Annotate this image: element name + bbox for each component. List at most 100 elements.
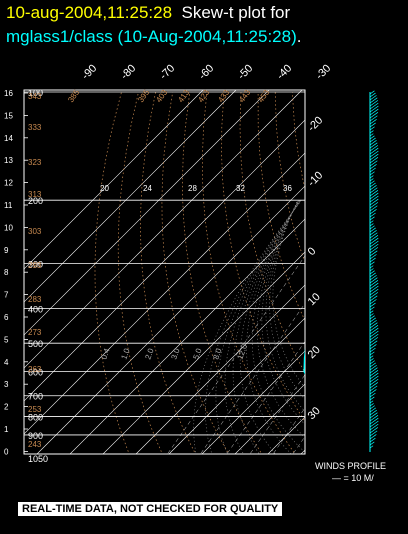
dry-adiabat-line [309,92,408,459]
wind-barb [369,407,377,413]
wind-barb [369,237,379,245]
wind-barb [369,280,379,287]
moist-adiabat-label: 1.0 [119,347,131,361]
pressure-tick-label: 900 [28,431,43,441]
wind-barb [369,367,378,374]
isotherm-line [362,90,408,459]
wind-barb [369,313,374,317]
dry-adiabat-label: 243 [28,440,42,449]
quality-notice: REAL-TIME DATA, NOT CHECKED FOR QUALITY [18,502,283,516]
mixing-ratio-line [292,436,305,454]
mixing-ratio-line [272,407,305,454]
dry-adiabat-line [395,92,408,459]
height-tick-label: 10 [4,223,13,232]
height-tick-label: 15 [4,111,13,120]
wind-barb [369,434,377,440]
dry-adiabat-line [326,92,408,459]
moist-adiabat-label: 3.0 [169,347,181,361]
wind-barb [369,137,376,143]
wind-barb [369,347,376,353]
dry-adiabat-line [182,91,263,454]
isotherm-line [102,251,305,454]
pressure-tick-label: 100 [28,88,43,98]
height-tick-label: 4 [4,358,9,367]
dry-adiabat-line [378,92,408,459]
wind-barb [369,261,375,266]
wind-barb [369,370,379,377]
wind-barb [369,178,374,182]
mixing-ratio-label: 36 [283,184,292,193]
temperature-right-label: 10 [306,291,323,308]
mixing-ratio-label: 20 [100,184,109,193]
wind-barb [369,145,379,152]
wind-barb [369,288,379,296]
temperature-top-label: -70 [158,62,178,82]
dry-adiabat-label: 293 [28,261,42,270]
wind-barb [369,364,377,371]
wind-barb [369,325,379,332]
wind-barb [369,282,379,290]
moist-adiabat-line [251,200,305,453]
mixing-ratio-label: 28 [188,184,197,193]
wind-barb [369,322,378,329]
wind-barb [369,427,379,434]
mixing-ratio-label: 24 [143,184,152,193]
wind-barb [369,212,376,218]
temperature-top-label: -90 [80,62,100,82]
wind-barb [369,310,374,314]
dry-adiabat-label: 323 [28,158,42,167]
wind-barb [369,142,378,149]
isotherm-line [24,90,237,303]
moist-adiabat-line [269,200,305,400]
isotherm-line [24,90,270,336]
dry-adiabat-label: 283 [28,295,42,304]
pressure-tick-label: 400 [28,304,43,314]
wind-barb [369,167,376,173]
height-tick-label: 16 [4,89,13,98]
wind-barb [369,180,375,185]
height-tick-label: 8 [4,268,9,277]
dry-adiabat-line [274,91,305,264]
wind-barb [369,235,379,242]
plot-title: 10-aug-2004,11:25:28 Skew-t plot for [6,3,290,23]
temperature-top-label: -30 [314,62,334,82]
wind-barb [369,327,379,335]
isotherm-line [168,317,305,454]
wind-barb [369,160,378,167]
dry-adiabat-line [140,91,196,454]
dry-adiabat-label: 313 [28,190,42,199]
isotherm-line [36,185,305,454]
temperature-top-label: -80 [119,62,139,82]
wind-barb [369,254,377,260]
height-tick-label: 1 [4,425,9,434]
moist-adiabat-label: 0.4 [99,347,111,361]
wind-barb [369,420,379,428]
wind-barb [369,257,376,263]
wind-barb [369,285,379,293]
wind-barb [369,333,379,341]
wind-barb [369,133,374,137]
wind-barb [369,119,377,125]
dry-adiabat-line [221,91,305,423]
height-tick-label: 2 [4,403,9,412]
isotherm-line [201,350,305,454]
wind-barb [369,423,379,431]
temperature-top-label: -40 [275,62,295,82]
wind-barb [369,100,379,107]
wind-barb [369,126,375,131]
wind-barb [369,272,376,278]
dry-adiabat-label: 273 [28,328,42,337]
wind-barb [369,299,377,305]
moist-adiabat-line [256,200,305,439]
wind-barb [369,130,374,134]
mixing-ratio-label: 32 [236,184,245,193]
dry-adiabat-label: 263 [28,365,42,374]
wind-barb [369,392,376,398]
wind-barb [369,375,379,383]
pressure-tick-label: 700 [28,392,43,402]
wind-barb [369,403,374,407]
wind-barb [369,97,378,104]
dry-adiabat-label: 333 [28,123,42,132]
wind-barb [369,268,374,272]
wind-barb [369,385,378,392]
